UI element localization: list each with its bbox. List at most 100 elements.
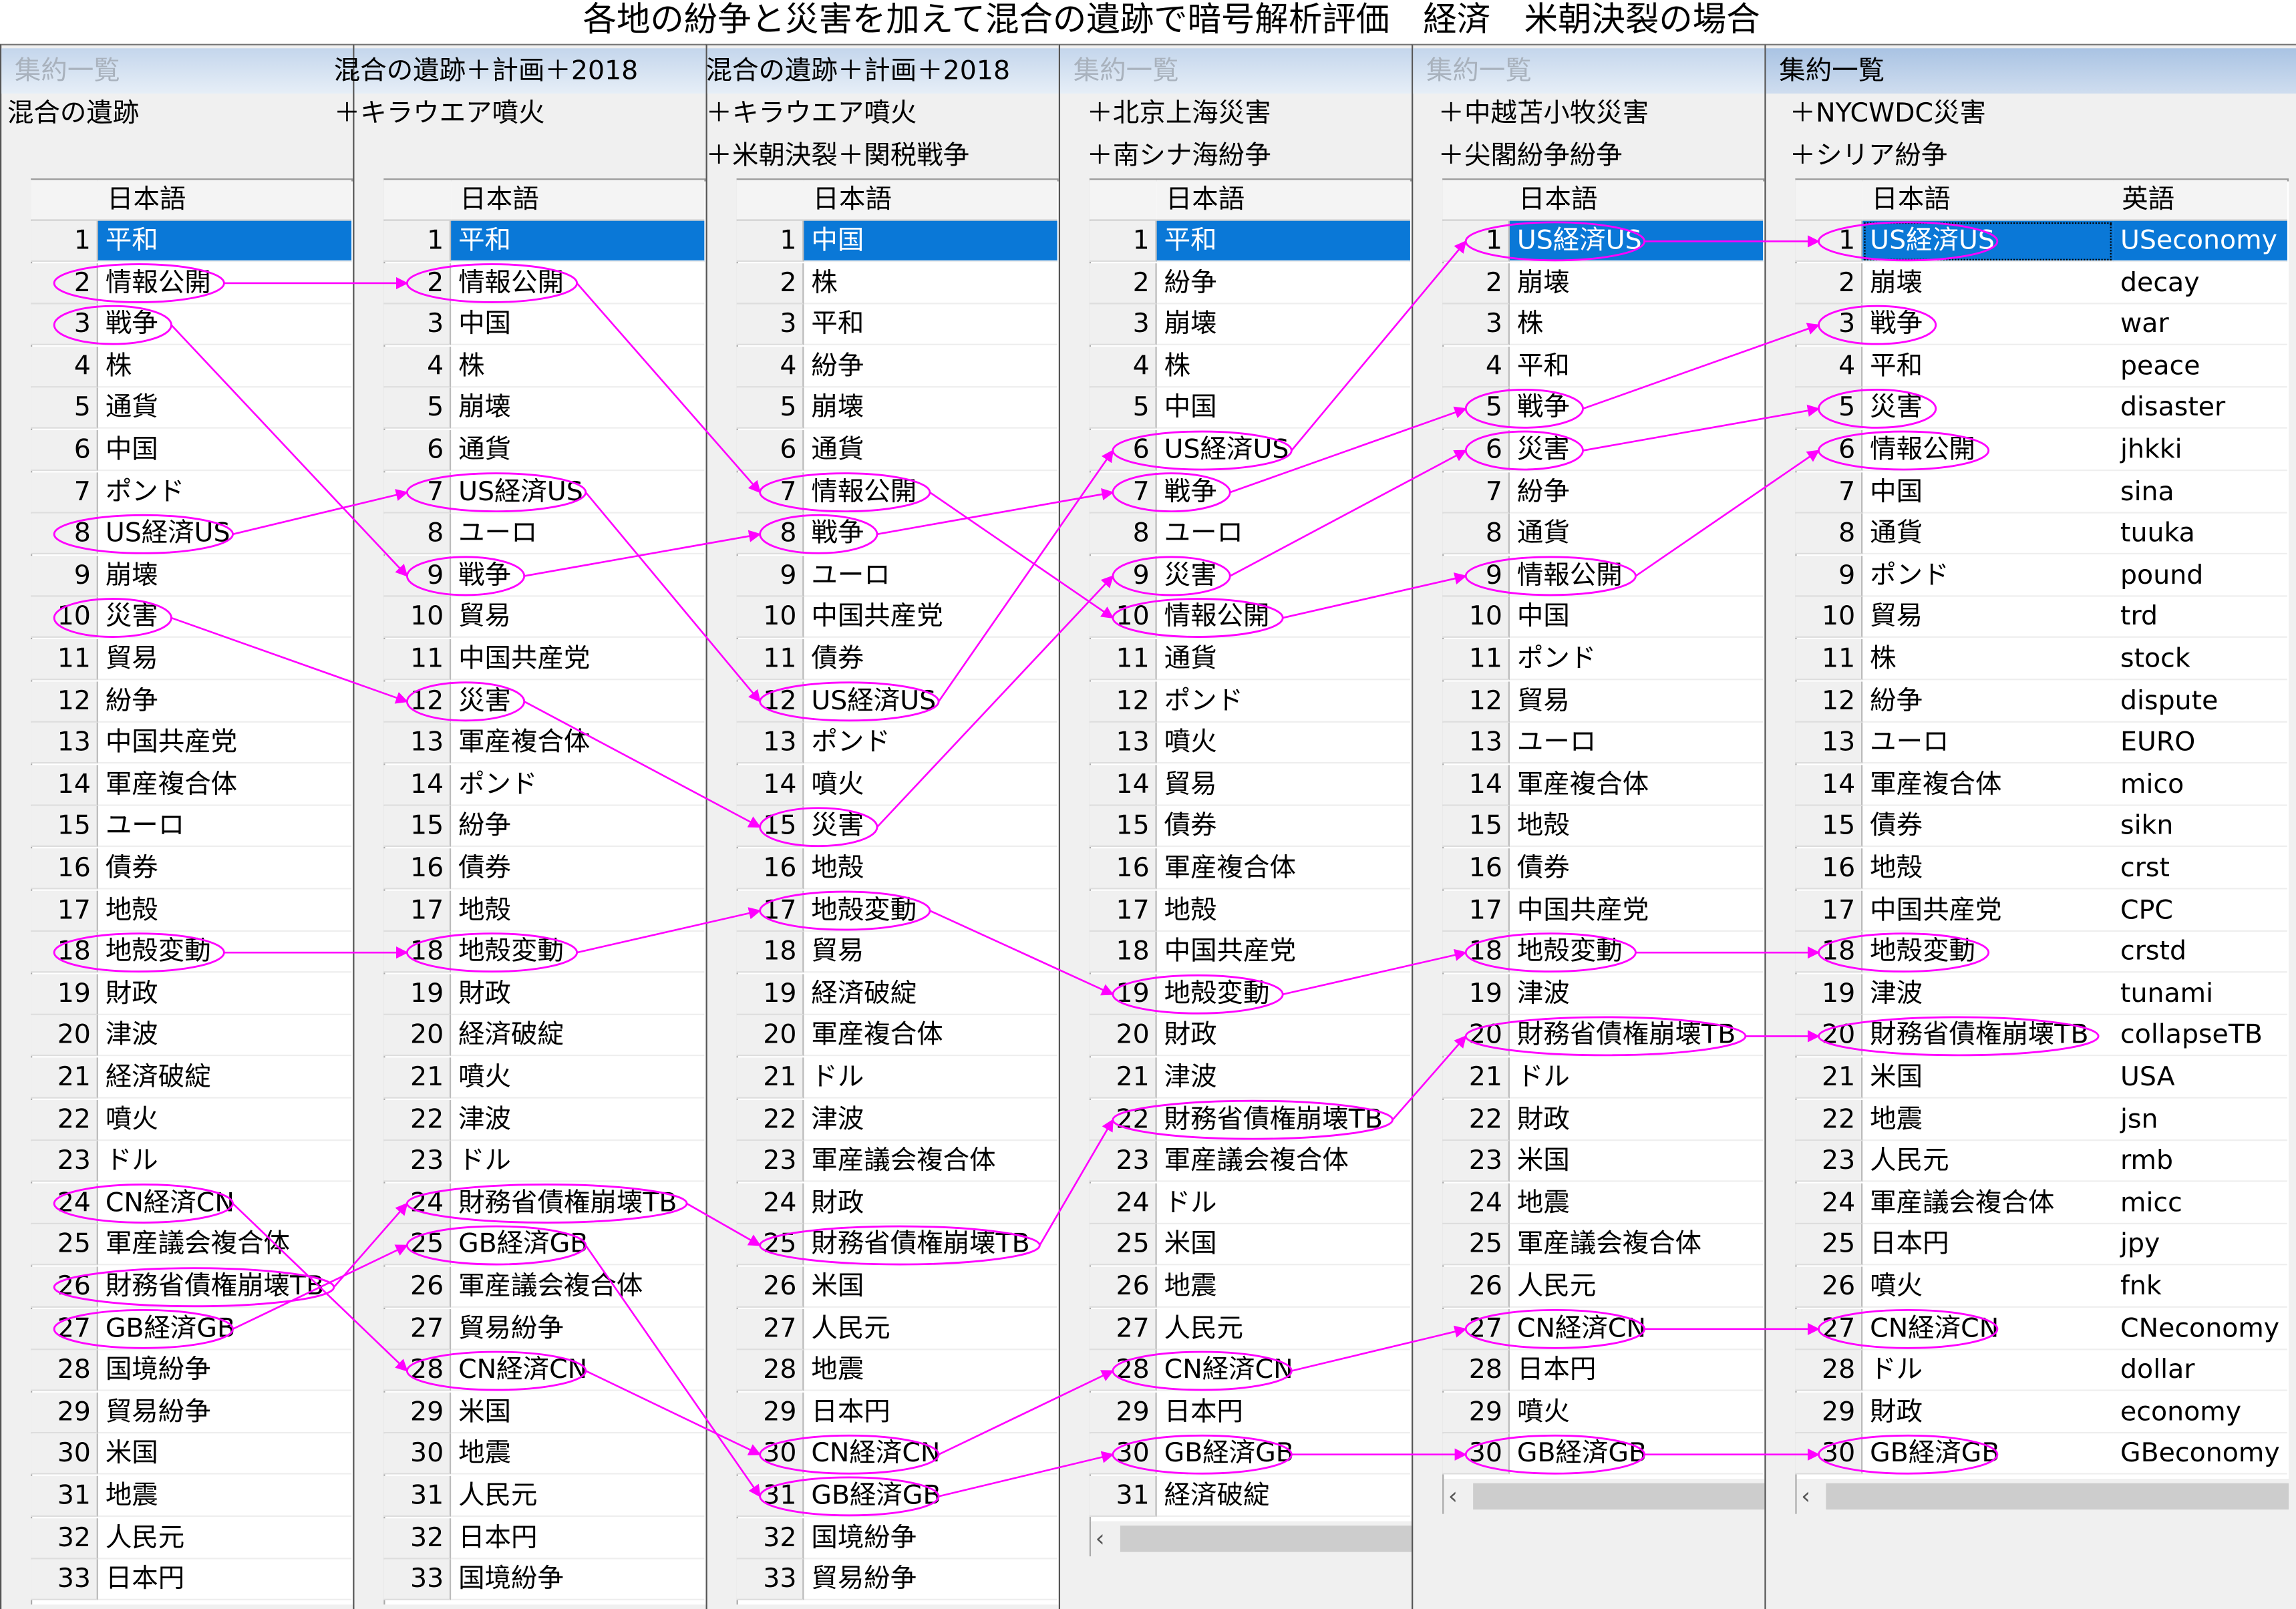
table-cell-japanese[interactable]: 噴火 xyxy=(804,765,1057,806)
row-number[interactable]: 8 xyxy=(1795,514,1863,555)
table-cell-japanese[interactable]: 津波 xyxy=(1862,974,2114,1015)
row-number[interactable]: 9 xyxy=(383,555,452,597)
horizontal-scrollbar[interactable]: ‹ xyxy=(1442,1479,1765,1514)
table-cell-japanese[interactable]: 国境紛争 xyxy=(98,1351,352,1392)
table-cell-japanese[interactable]: 平和 xyxy=(1862,347,2114,387)
table-cell-japanese[interactable]: 株 xyxy=(1156,347,1410,387)
row-number[interactable]: 11 xyxy=(736,639,804,681)
table-cell-japanese[interactable]: 株 xyxy=(1509,305,1764,346)
table-cell-japanese[interactable]: ユーロ xyxy=(1156,514,1410,555)
table-cell-japanese[interactable]: 財務省債権崩壊TB xyxy=(1862,1016,2114,1057)
table-cell-japanese[interactable]: 財務省債権崩壊TB xyxy=(804,1225,1057,1266)
table-cell-english[interactable]: jpy xyxy=(2113,1225,2287,1266)
table-cell-japanese[interactable]: 戦争 xyxy=(1156,472,1410,513)
row-number[interactable]: 15 xyxy=(1795,806,1863,848)
row-number[interactable]: 20 xyxy=(1089,1015,1157,1057)
table-cell-japanese[interactable]: 情報公開 xyxy=(804,472,1057,513)
row-number[interactable]: 18 xyxy=(383,932,452,973)
table-cell-english[interactable]: sikn xyxy=(2113,807,2287,848)
table-cell-english[interactable]: dispute xyxy=(2113,681,2287,722)
row-number[interactable]: 12 xyxy=(1442,681,1510,722)
table-cell-japanese[interactable]: 人民元 xyxy=(451,1476,705,1517)
row-number[interactable]: 5 xyxy=(31,388,98,429)
table-cell-japanese[interactable]: 株 xyxy=(1862,639,2114,681)
row-number[interactable]: 16 xyxy=(383,848,452,890)
row-number[interactable]: 21 xyxy=(736,1057,804,1099)
table-cell-japanese[interactable]: 災害 xyxy=(804,807,1057,848)
row-number[interactable]: 24 xyxy=(1089,1183,1157,1224)
row-number[interactable]: 17 xyxy=(1442,890,1510,932)
row-number[interactable]: 18 xyxy=(736,932,804,973)
row-number[interactable]: 28 xyxy=(1795,1350,1863,1392)
row-number[interactable]: 23 xyxy=(31,1141,98,1182)
table-cell-english[interactable]: collapseTB xyxy=(2113,1016,2287,1057)
column-header[interactable]: 日本語 xyxy=(98,180,352,221)
table-cell-english[interactable]: stock xyxy=(2113,639,2287,681)
horizontal-scrollbar[interactable]: ‹ xyxy=(1795,1479,2289,1514)
table-cell-japanese[interactable]: US経済US xyxy=(451,472,705,513)
row-number[interactable]: 6 xyxy=(1442,429,1510,472)
row-number[interactable]: 26 xyxy=(31,1266,98,1308)
table-cell-japanese[interactable]: CN経済CN xyxy=(804,1434,1057,1475)
row-number[interactable]: 21 xyxy=(383,1057,452,1099)
scroll-left-icon[interactable]: ‹ xyxy=(1448,1481,1458,1510)
table-cell-japanese[interactable]: 情報公開 xyxy=(1509,556,1764,597)
row-number[interactable]: 20 xyxy=(736,1015,804,1057)
table-cell-japanese[interactable]: 地殻変動 xyxy=(804,890,1057,932)
row-number[interactable]: 17 xyxy=(383,890,452,932)
table-cell-japanese[interactable]: 中国共産党 xyxy=(1156,932,1410,973)
table-cell-japanese[interactable]: 財政 xyxy=(1156,1016,1410,1057)
table-cell-japanese[interactable]: 災害 xyxy=(1862,388,2114,429)
table-cell-japanese[interactable]: ドル xyxy=(1509,1057,1764,1099)
table-cell-english[interactable]: sina xyxy=(2113,472,2287,513)
table-cell-english[interactable]: EURO xyxy=(2113,723,2287,764)
row-number[interactable]: 13 xyxy=(1795,723,1863,764)
table-cell-japanese[interactable]: 軍産議会複合体 xyxy=(98,1225,352,1266)
table-cell-japanese[interactable]: 日本円 xyxy=(1509,1351,1764,1392)
table-cell-japanese[interactable]: ユーロ xyxy=(804,556,1057,597)
row-number[interactable]: 6 xyxy=(383,429,452,472)
table-cell-japanese[interactable]: 日本円 xyxy=(1156,1392,1410,1433)
table-cell-english[interactable]: war xyxy=(2113,305,2287,346)
row-number[interactable]: 13 xyxy=(1089,723,1157,764)
row-number[interactable]: 2 xyxy=(1442,262,1510,304)
table-cell-japanese[interactable]: GB経済GB xyxy=(1509,1434,1764,1475)
scrollbar-thumb[interactable] xyxy=(1120,1525,1412,1552)
row-number[interactable]: 19 xyxy=(1795,974,1863,1015)
row-number[interactable]: 8 xyxy=(31,514,98,555)
table-cell-japanese[interactable]: CN経済CN xyxy=(451,1351,705,1392)
row-number[interactable]: 3 xyxy=(1795,304,1863,346)
table-cell-japanese[interactable]: 軍産議会複合体 xyxy=(451,1267,705,1308)
table-cell-japanese[interactable]: 通貨 xyxy=(804,430,1057,472)
row-number[interactable]: 1 xyxy=(736,220,804,262)
row-number[interactable]: 26 xyxy=(736,1266,804,1308)
table-cell-japanese[interactable]: 軍産複合体 xyxy=(98,765,352,806)
table-cell-japanese[interactable]: 津波 xyxy=(451,1099,705,1141)
table-cell-japanese[interactable]: ドル xyxy=(1156,1183,1410,1224)
table-cell-japanese[interactable]: 情報公開 xyxy=(98,262,352,304)
row-number[interactable]: 16 xyxy=(1442,848,1510,890)
table-cell-japanese[interactable]: 貿易 xyxy=(1509,681,1764,722)
panel-header-title[interactable]: 集約一覧 xyxy=(1426,55,1532,87)
row-number[interactable]: 22 xyxy=(31,1099,98,1141)
table-cell-japanese[interactable]: 軍産複合体 xyxy=(451,723,705,764)
row-number[interactable]: 21 xyxy=(1795,1057,1863,1099)
row-number[interactable]: 22 xyxy=(1442,1099,1510,1141)
row-number[interactable]: 1 xyxy=(1795,220,1863,262)
table-cell-english[interactable]: decay xyxy=(2113,262,2287,304)
row-number[interactable]: 18 xyxy=(1795,932,1863,973)
row-number[interactable]: 3 xyxy=(736,304,804,346)
table-cell-japanese[interactable]: 地震 xyxy=(98,1476,352,1517)
row-number[interactable]: 7 xyxy=(1442,472,1510,513)
panel-header-title[interactable]: 混合の遺跡＋計画＋2018 xyxy=(705,55,1011,87)
row-number[interactable]: 19 xyxy=(736,974,804,1015)
table-cell-english[interactable]: rmb xyxy=(2113,1141,2287,1182)
row-number[interactable]: 5 xyxy=(1795,388,1863,429)
row-number[interactable]: 30 xyxy=(383,1434,452,1475)
table-cell-japanese[interactable]: 情報公開 xyxy=(451,262,705,304)
table-cell-japanese[interactable]: 中国 xyxy=(1509,597,1764,639)
row-number[interactable]: 32 xyxy=(383,1517,452,1559)
scroll-left-icon[interactable]: ‹ xyxy=(1801,1481,1811,1510)
row-number[interactable]: 27 xyxy=(383,1308,452,1350)
row-number[interactable]: 5 xyxy=(1442,388,1510,429)
